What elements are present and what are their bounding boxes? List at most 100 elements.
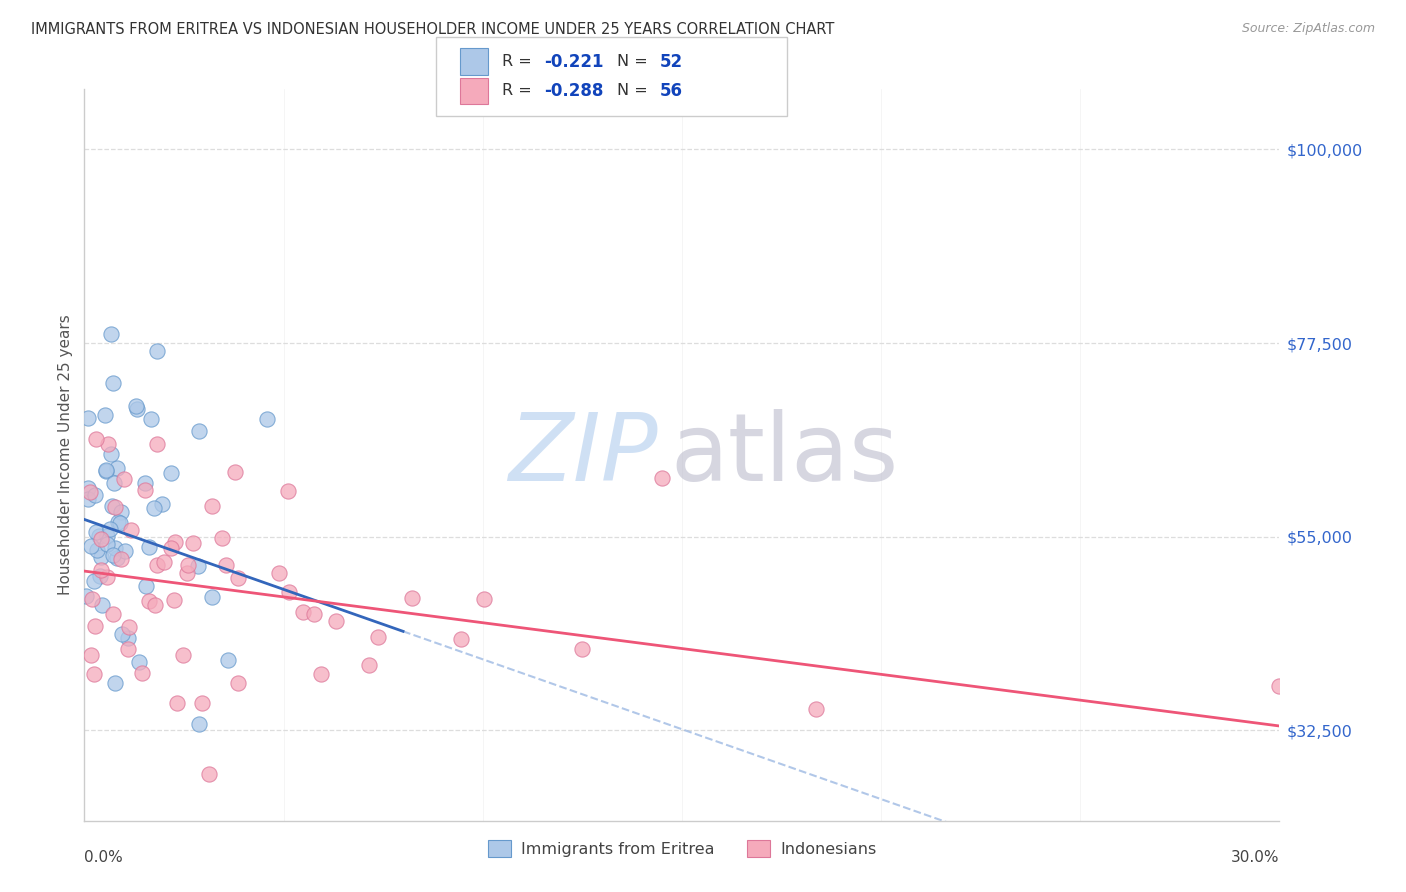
Point bbox=[101, 376, 124, 391]
Point bbox=[146, 437, 169, 451]
Point bbox=[131, 665, 153, 680]
Text: R =: R = bbox=[502, 84, 537, 98]
Point bbox=[80, 539, 103, 553]
Point bbox=[82, 591, 104, 606]
Point bbox=[228, 571, 250, 585]
Point bbox=[94, 408, 117, 422]
Point bbox=[143, 598, 166, 612]
Point bbox=[104, 676, 127, 690]
Point bbox=[367, 630, 389, 644]
Point bbox=[110, 505, 132, 519]
Point bbox=[90, 563, 112, 577]
Point bbox=[96, 569, 118, 583]
Point bbox=[101, 499, 124, 513]
Point bbox=[89, 568, 111, 582]
Point bbox=[117, 641, 139, 656]
Point bbox=[84, 433, 107, 447]
Point bbox=[188, 716, 211, 731]
Point bbox=[89, 529, 111, 543]
Point bbox=[128, 655, 150, 669]
Point bbox=[291, 606, 314, 620]
Point bbox=[139, 412, 162, 426]
Point bbox=[215, 558, 238, 572]
Point bbox=[159, 541, 181, 555]
Point bbox=[571, 641, 593, 656]
Point bbox=[107, 550, 129, 565]
Point bbox=[84, 488, 107, 502]
Point bbox=[201, 591, 224, 605]
Point bbox=[91, 599, 114, 613]
Point bbox=[118, 620, 141, 634]
Point bbox=[472, 592, 495, 607]
Point bbox=[145, 558, 167, 573]
Point bbox=[79, 484, 101, 499]
Point bbox=[101, 607, 124, 621]
Point bbox=[153, 555, 176, 569]
Point bbox=[804, 702, 827, 716]
Point bbox=[96, 529, 118, 543]
Point bbox=[127, 401, 149, 416]
Point bbox=[100, 327, 122, 342]
Point bbox=[124, 399, 146, 413]
Point bbox=[166, 696, 188, 710]
Point bbox=[211, 532, 233, 546]
Point bbox=[172, 648, 194, 663]
Point bbox=[357, 657, 380, 672]
Point bbox=[103, 549, 125, 563]
Point bbox=[77, 491, 100, 506]
Point bbox=[110, 551, 132, 566]
Point bbox=[134, 483, 156, 498]
Text: 30.0%: 30.0% bbox=[1232, 850, 1279, 865]
Point bbox=[176, 566, 198, 580]
Point bbox=[94, 464, 117, 478]
Point bbox=[75, 590, 97, 604]
Point bbox=[198, 767, 221, 781]
Point bbox=[163, 593, 186, 607]
Text: 52: 52 bbox=[659, 53, 682, 70]
Text: Source: ZipAtlas.com: Source: ZipAtlas.com bbox=[1241, 22, 1375, 36]
Point bbox=[401, 591, 423, 606]
Text: R =: R = bbox=[502, 54, 537, 69]
Point bbox=[217, 653, 239, 667]
Text: ZIP: ZIP bbox=[509, 409, 658, 500]
Text: -0.288: -0.288 bbox=[544, 82, 603, 100]
Point bbox=[150, 497, 173, 511]
Point bbox=[108, 516, 131, 530]
Point bbox=[107, 516, 129, 530]
Point bbox=[114, 543, 136, 558]
Text: N =: N = bbox=[617, 54, 654, 69]
Point bbox=[160, 466, 183, 480]
Point bbox=[187, 558, 209, 573]
Point bbox=[112, 472, 135, 486]
Point bbox=[103, 475, 125, 490]
Point bbox=[103, 541, 125, 556]
Point bbox=[138, 540, 160, 554]
Text: IMMIGRANTS FROM ERITREA VS INDONESIAN HOUSEHOLDER INCOME UNDER 25 YEARS CORRELAT: IMMIGRANTS FROM ERITREA VS INDONESIAN HO… bbox=[31, 22, 834, 37]
Point bbox=[84, 524, 107, 539]
Point bbox=[90, 532, 112, 546]
Text: 0.0%: 0.0% bbox=[84, 850, 124, 865]
Point bbox=[181, 536, 204, 550]
Point bbox=[145, 344, 167, 359]
Point bbox=[98, 523, 121, 537]
Point bbox=[100, 447, 122, 461]
Point bbox=[188, 424, 211, 438]
Point bbox=[267, 566, 290, 580]
Point bbox=[134, 475, 156, 490]
Point bbox=[105, 460, 128, 475]
Point bbox=[96, 462, 118, 476]
Point bbox=[138, 593, 160, 607]
Point bbox=[86, 542, 108, 557]
Point bbox=[325, 614, 347, 628]
Text: atlas: atlas bbox=[671, 409, 898, 501]
Point bbox=[120, 523, 142, 537]
Point bbox=[96, 537, 118, 551]
Point bbox=[79, 648, 101, 663]
Point bbox=[302, 607, 325, 621]
Point bbox=[311, 667, 333, 681]
Point bbox=[177, 558, 200, 572]
Point bbox=[163, 534, 186, 549]
Text: -0.221: -0.221 bbox=[544, 53, 603, 70]
Point bbox=[201, 499, 224, 513]
Point bbox=[191, 696, 214, 710]
